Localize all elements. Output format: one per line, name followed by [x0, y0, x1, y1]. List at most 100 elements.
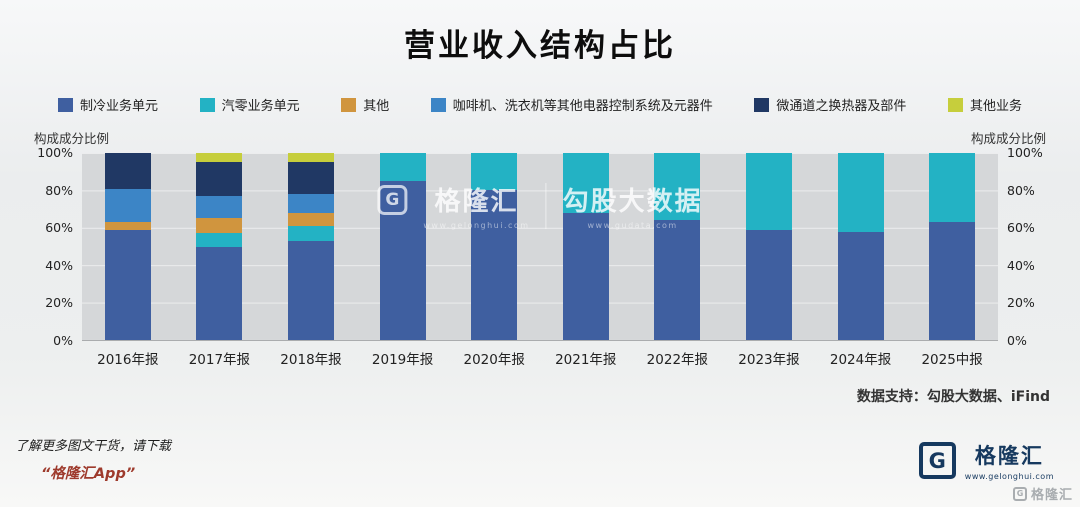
corner-logo-icon: G [1012, 486, 1027, 501]
y-tick-label: 40% [1007, 257, 1035, 273]
promo-text: 了解更多图文干货，请下载 “格隆汇App” [15, 435, 171, 483]
legend-label: 其他业务 [969, 99, 1022, 114]
bar-segment[interactable] [562, 212, 609, 340]
y-axis-right: 100% 80% 60% 40% 20% 0% [998, 146, 1054, 346]
y-tick-label: 0% [53, 332, 73, 348]
x-tick-label: 2023年报 [738, 352, 800, 368]
bar-segment[interactable] [929, 153, 976, 223]
bar-cell [448, 153, 540, 340]
bar-segment[interactable] [379, 153, 426, 182]
x-tick-label: 2024年报 [829, 352, 892, 368]
corner-watermark: G 格隆汇 [1012, 484, 1073, 503]
x-tick-label: 2025中报 [921, 352, 983, 368]
promo-line1: 了解更多图文干货，请下载 [15, 439, 172, 454]
x-tick-label: 2017年报 [188, 352, 251, 368]
chart-title: 营业收入结构占比 [404, 28, 676, 64]
bar-segment[interactable] [287, 212, 334, 226]
y-axis-caption-right: 构成成分比例 [970, 131, 1046, 146]
bar-segment[interactable] [196, 153, 243, 163]
x-labels: 2016年报 2017年报 2018年报 2019年报 2020年报 2021年报 2022… [82, 348, 998, 368]
bar-segment[interactable] [287, 225, 334, 241]
bar-segment[interactable] [837, 231, 884, 340]
bar-segment[interactable] [196, 162, 243, 197]
bar-segment[interactable] [562, 153, 609, 213]
legend-label: 其他 [363, 99, 390, 114]
legend-swatch-icon [58, 97, 73, 112]
y-axis-left: 100% 80% 60% 40% 20% 0% [26, 146, 82, 346]
bar-segment[interactable] [104, 188, 151, 223]
stacked-bar[interactable] [287, 153, 334, 340]
stacked-bar[interactable] [745, 153, 792, 340]
bar-segment[interactable] [745, 153, 792, 230]
legend-item[interactable]: 微通道之换热器及部件 [754, 95, 906, 114]
legend-label: 汽零业务单元 [221, 99, 300, 114]
bar-segment[interactable] [196, 196, 243, 219]
legend-item[interactable]: 制冷业务单元 [58, 95, 158, 114]
bar-cell [357, 153, 449, 340]
corner-brand-name: 格隆汇 [1030, 488, 1073, 503]
bar-cell [815, 153, 907, 340]
bar-segment[interactable] [287, 194, 334, 213]
legend-item[interactable]: 其他 [341, 95, 389, 114]
bar-segment[interactable] [745, 229, 792, 340]
bar-segment[interactable] [929, 222, 976, 340]
x-axis: 2016年报 2017年报 2018年报 2019年报 2020年报 2021年报 2022… [26, 348, 1054, 368]
bar-segment[interactable] [104, 229, 151, 340]
x-tick-label: 2019年报 [371, 352, 434, 368]
bar-segment[interactable] [287, 240, 334, 340]
y-tick-label: 60% [45, 219, 73, 235]
bar-segment[interactable] [654, 220, 701, 340]
x-tick-label: 2016年报 [97, 352, 159, 368]
legend-swatch-icon [754, 97, 770, 112]
y-tick-label: 100% [37, 144, 73, 160]
stacked-bar[interactable] [104, 153, 151, 340]
bar-segment[interactable] [471, 153, 518, 191]
bars [82, 153, 998, 340]
stacked-bar[interactable] [196, 153, 243, 340]
bar-segment[interactable] [471, 190, 518, 340]
y-tick-label: 80% [45, 182, 73, 198]
bar-segment[interactable] [104, 222, 151, 230]
y-tick-label: 0% [1007, 332, 1027, 348]
bar-cell [906, 153, 998, 340]
stacked-bar[interactable] [562, 153, 609, 340]
stacked-bar[interactable] [837, 153, 884, 340]
promo-app-name: “格隆汇App” [41, 466, 136, 482]
legend-swatch-icon [341, 97, 357, 112]
stacked-bar[interactable] [929, 153, 976, 340]
legend-label: 制冷业务单元 [80, 99, 159, 114]
legend-label: 微通道之换热器及部件 [776, 99, 907, 114]
y-tick-label: 60% [1007, 219, 1035, 235]
stacked-bar[interactable] [654, 153, 701, 340]
y-tick-label: 40% [45, 257, 73, 273]
legend-item[interactable]: 咖啡机、洗衣机等其他电器控制系统及元器件 [430, 95, 713, 114]
bar-segment[interactable] [196, 233, 243, 247]
bar-segment[interactable] [379, 181, 426, 340]
legend-item[interactable]: 其他业务 [947, 95, 1022, 114]
y-tick-label: 20% [1007, 295, 1035, 311]
legend-item[interactable]: 汽零业务单元 [199, 95, 300, 114]
chart-area: 100% 80% 60% 40% 20% 0% G 格隆汇 www.gelonghui.c… [26, 146, 1054, 346]
stacked-bar[interactable] [471, 153, 518, 340]
brand-name: 格隆汇 [974, 444, 1044, 468]
x-tick-label: 2022年报 [646, 352, 709, 368]
bar-segment[interactable] [196, 246, 243, 340]
bar-segment[interactable] [104, 153, 151, 189]
data-source: 数据支持：勾股大数据、iFind [856, 389, 1050, 405]
y-tick-label: 20% [45, 295, 73, 311]
bar-segment[interactable] [196, 218, 243, 234]
y-axis-caption-left: 构成成分比例 [34, 131, 110, 146]
bar-cell [632, 153, 724, 340]
legend-label: 咖啡机、洗衣机等其他电器控制系统及元器件 [452, 99, 713, 114]
bar-cell [540, 153, 632, 340]
bar-segment[interactable] [287, 153, 334, 163]
axis-caption-row: 构成成分比例 构成成分比例 [34, 128, 1046, 147]
stacked-bar[interactable] [379, 153, 426, 340]
bar-segment[interactable] [287, 162, 334, 195]
bar-segment[interactable] [837, 153, 884, 232]
bar-cell [723, 153, 815, 340]
y-tick-label: 100% [1007, 144, 1043, 160]
legend-swatch-icon [199, 97, 215, 112]
bar-segment[interactable] [654, 153, 701, 221]
